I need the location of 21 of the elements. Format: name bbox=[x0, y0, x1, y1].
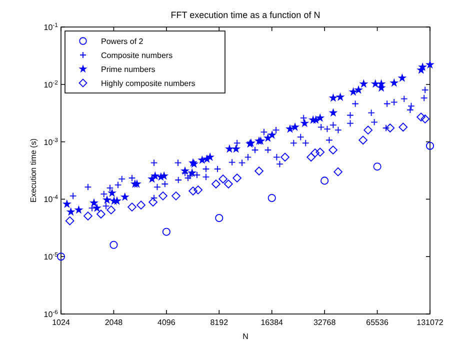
y-tick-label: 10$^{-1}$ bbox=[44, 22, 59, 32]
legend-label: Prime numbers bbox=[101, 65, 156, 74]
x-tick-label: 2048 bbox=[104, 318, 124, 327]
x-axis-title: N bbox=[242, 332, 249, 341]
y-axis-title: Execution time (s) bbox=[29, 138, 38, 203]
legend-label: Composite numbers bbox=[101, 51, 173, 60]
x-tick-label: 131072 bbox=[416, 318, 444, 327]
y-tick-label: 10$^{-6}$ bbox=[44, 309, 59, 319]
x-tick-label: 16384 bbox=[260, 318, 284, 327]
y-tick-label: 10$^{-5}$ bbox=[44, 252, 59, 262]
x-tick-label: 32768 bbox=[313, 318, 336, 327]
chart-title: FFT execution time as a function of N bbox=[170, 10, 320, 20]
y-tick-label: 10$^{-3}$ bbox=[44, 136, 59, 147]
x-tick-label: 4096 bbox=[158, 318, 176, 327]
y-tick-label: 10$^{-4}$ bbox=[44, 194, 59, 204]
legend-label: Highly composite numbers bbox=[101, 79, 196, 88]
y-tick-label: 10$^{-2}$ bbox=[44, 79, 59, 90]
legend-label: Powers of 2 bbox=[101, 37, 144, 46]
x-tick-label: 65536 bbox=[366, 318, 389, 327]
x-tick-label: 1024 bbox=[52, 318, 70, 327]
x-tick-label: 8192 bbox=[210, 318, 229, 327]
